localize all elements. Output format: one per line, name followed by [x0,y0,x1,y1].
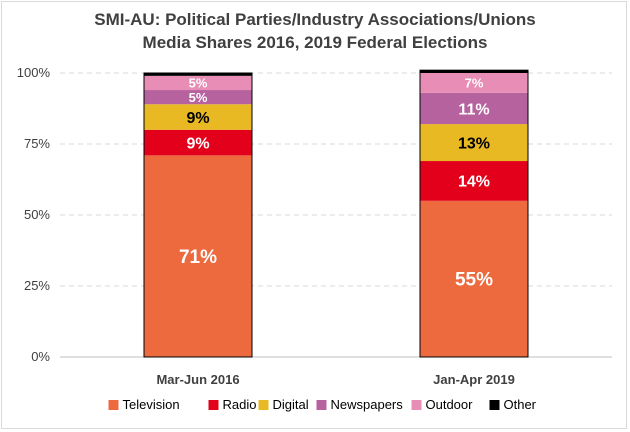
bar-segment-television [144,155,252,357]
legend-label: Radio [223,397,257,412]
bar-segment-radio [144,129,252,156]
y-tick-label: 25% [24,278,50,293]
legend-swatch [316,400,327,410]
data-label: 9% [186,135,209,152]
data-label: 5% [189,90,208,105]
chart-title: SMI-AU: Political Parties/Industry Assoc… [94,10,536,29]
chart-subtitle: Media Shares 2016, 2019 Federal Election… [142,33,488,52]
x-tick-label: Jan-Apr 2019 [433,372,515,387]
bar-segment-outdoor [144,75,252,91]
data-label: 5% [189,76,208,91]
legend-swatch [411,400,422,410]
legend-label: Newspapers [331,397,404,412]
bar-segment-radio [420,161,528,201]
y-tick-label: 75% [24,136,50,151]
chart-title-block: SMI-AU: Political Parties/Industry Assoc… [0,8,630,54]
x-tick-label: Mar-Jun 2016 [156,372,239,387]
data-label: 13% [458,135,490,152]
bar-segment-digital [144,104,252,130]
data-label: 14% [458,174,490,191]
legend-swatch [108,400,119,410]
data-label: 11% [458,101,489,118]
legend-swatch [258,400,269,410]
data-label: 55% [455,270,493,291]
legend-label: Digital [273,397,309,412]
legend-swatch [489,400,500,410]
bar-segment-television [420,200,528,357]
bar-outline [419,69,529,358]
legend-swatch [208,400,219,410]
y-tick-label: 50% [24,207,50,222]
y-tick-label: 0% [31,349,50,364]
data-label: 9% [186,110,209,127]
data-label: 71% [179,247,217,268]
legend-label: Outdoor [426,397,474,412]
bar-segment-outdoor [420,73,528,93]
legend-label: Television [123,397,180,412]
bar-outline [143,72,253,358]
bar-segment-other [420,70,528,73]
bar-segment-other [144,73,252,76]
y-tick-label: 100% [17,65,51,80]
bar-segment-digital [420,124,528,162]
bar-segment-newspapers [144,90,252,105]
data-label: 7% [465,76,484,91]
bar-segment-newspapers [420,92,528,125]
legend-label: Other [504,397,537,412]
